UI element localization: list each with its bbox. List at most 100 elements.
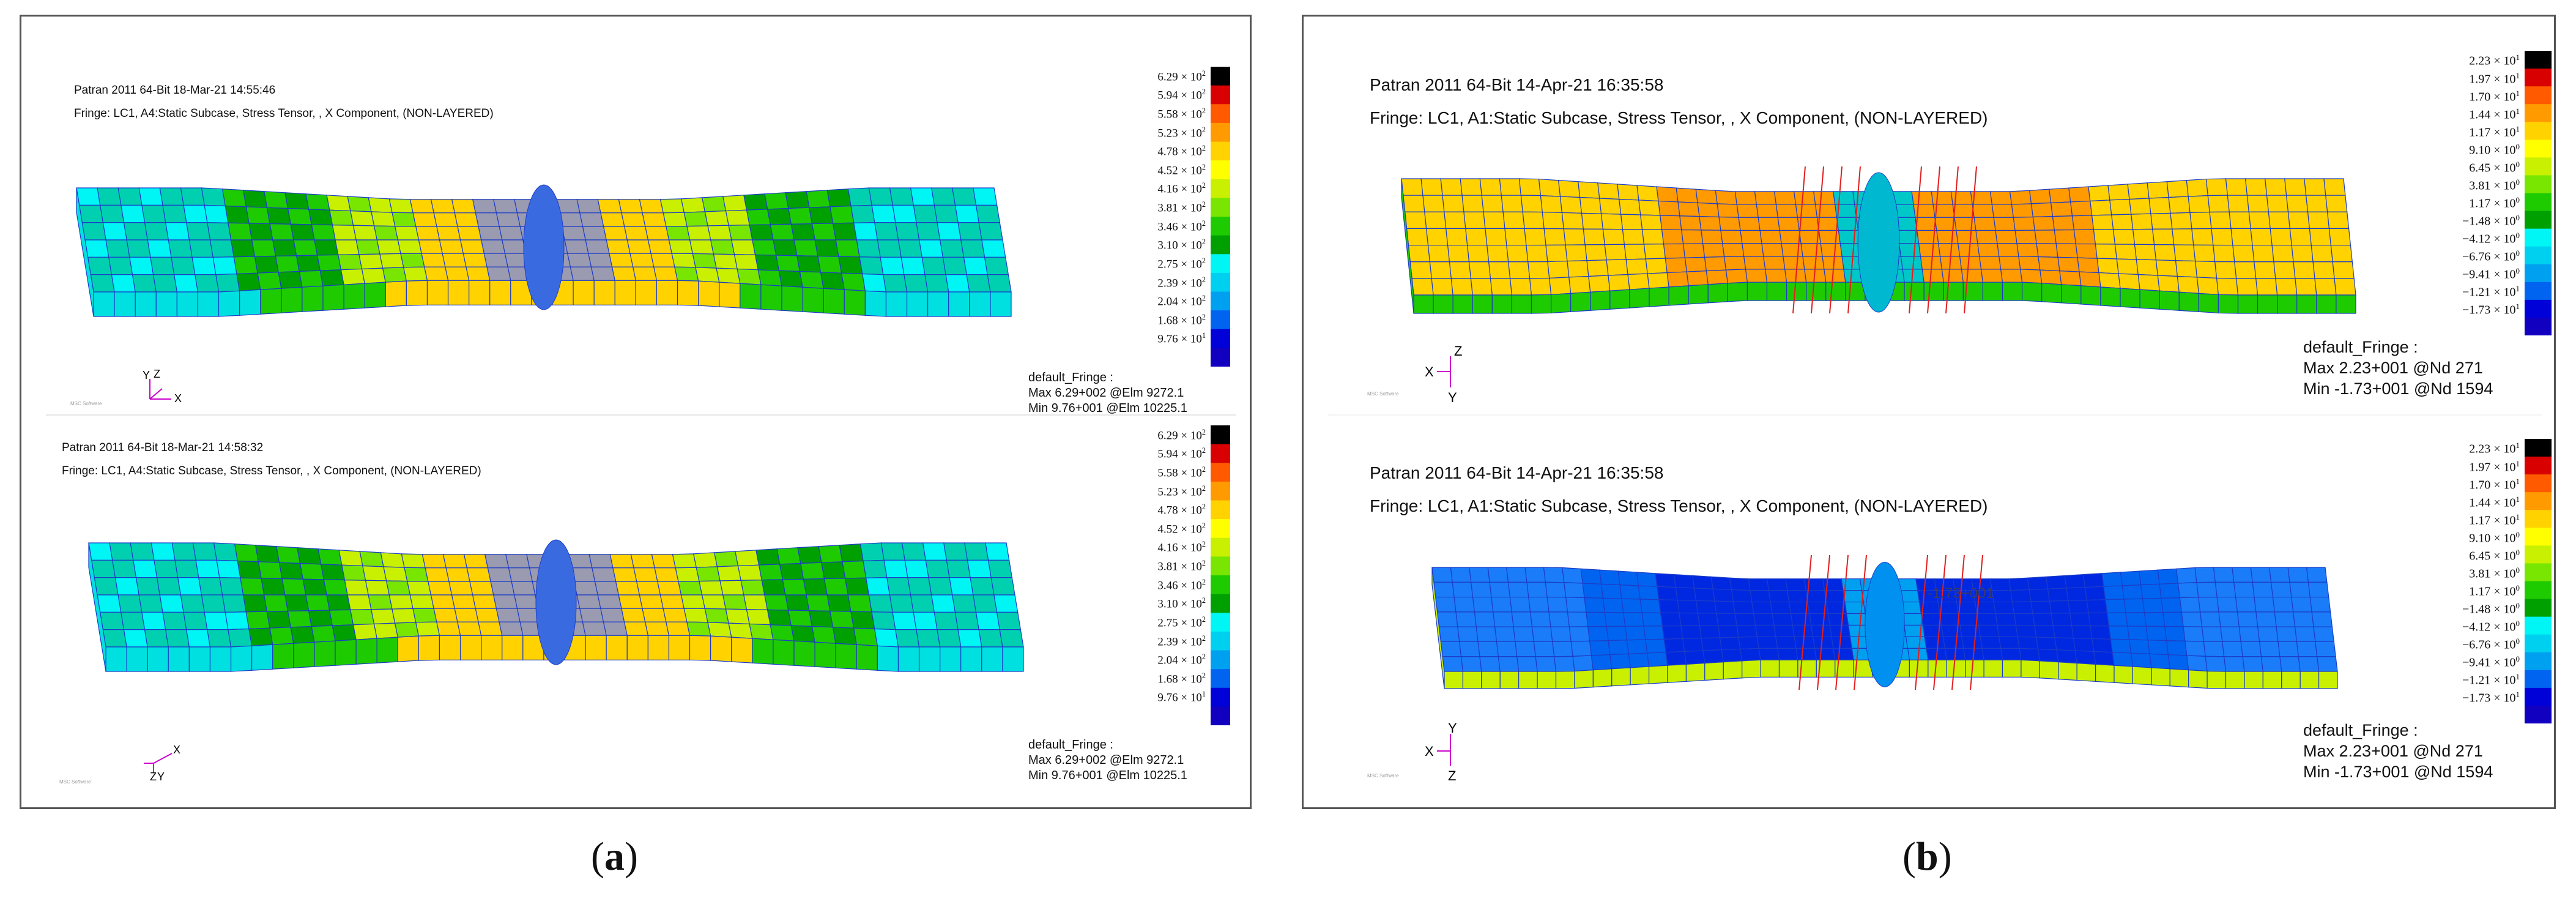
mesh-element	[332, 624, 357, 641]
view-b-top: Patran 2011 64-Bit 14-Apr-21 16:35:58 Fr…	[1304, 17, 2554, 433]
mesh-element	[150, 542, 176, 561]
mesh-element	[442, 253, 467, 267]
mesh-element	[316, 254, 342, 271]
mesh-element	[764, 594, 789, 611]
mesh-element	[88, 542, 113, 561]
mesh-element	[2196, 581, 2218, 598]
legend-swatch	[1211, 556, 1230, 576]
mesh-element	[284, 594, 310, 612]
mesh-element	[1608, 274, 1630, 291]
mesh-element	[2096, 258, 2119, 274]
mesh-element	[642, 608, 667, 622]
mesh-element	[680, 594, 706, 609]
mesh-element	[102, 629, 127, 648]
mesh-element	[90, 274, 115, 293]
summary-min: Min -1.73+001 @Nd 1594	[2303, 379, 2493, 398]
mesh-element	[746, 209, 771, 226]
mesh-element	[1976, 613, 1998, 626]
mesh-element	[1679, 612, 1700, 627]
mesh-element	[1446, 228, 1468, 246]
mesh-element	[255, 545, 280, 563]
mesh-element	[2213, 244, 2235, 263]
model-annotation: -1.73+001	[1928, 585, 1994, 602]
mesh-element	[1714, 600, 1735, 614]
mesh-element	[2240, 641, 2262, 657]
mesh-element	[561, 226, 586, 241]
mesh-element	[2175, 567, 2197, 584]
mesh-element	[2038, 256, 2060, 272]
mesh-element	[2166, 180, 2189, 198]
mesh-element	[2076, 662, 2096, 682]
mesh-element	[1513, 626, 1535, 643]
mesh-element	[388, 594, 414, 610]
mesh-element	[2269, 567, 2290, 583]
mesh-element	[582, 621, 607, 636]
mesh-element	[1617, 570, 1639, 586]
mesh-element	[826, 594, 852, 612]
mesh-element	[195, 559, 220, 578]
mesh-element	[299, 562, 325, 580]
mesh-element	[1997, 624, 2018, 638]
mesh-element	[1675, 586, 1697, 601]
view-header: Patran 2011 64-Bit 14-Apr-21 16:35:58	[1370, 75, 1664, 94]
mesh-element	[1531, 294, 1552, 314]
mesh-element	[1561, 212, 1584, 230]
mesh-element	[672, 553, 697, 569]
mesh-element	[78, 204, 104, 223]
mesh-element	[305, 594, 330, 611]
mesh-body	[88, 539, 1024, 672]
mesh-element	[1479, 656, 1501, 672]
legend-swatch	[2525, 510, 2552, 528]
mesh-element	[830, 610, 855, 629]
legend-swatch	[1211, 179, 1230, 198]
mesh-element	[454, 608, 479, 622]
mesh-element	[2309, 596, 2331, 613]
mesh-element	[397, 635, 419, 662]
mesh-element	[400, 253, 425, 268]
mesh-element	[1952, 204, 1975, 218]
mesh-element	[659, 594, 685, 609]
load-marker	[1798, 555, 1812, 690]
mesh-element	[2317, 656, 2338, 672]
mesh-element	[2030, 202, 2054, 218]
fringe-summary: default_Fringe : Max 2.23+001 @Nd 271 Mi…	[2303, 720, 2493, 782]
mesh-element	[218, 290, 240, 317]
mesh-element	[1716, 613, 1737, 626]
mesh-element	[186, 222, 211, 241]
legend-tick-label: 1.17 × 100	[2469, 583, 2520, 599]
mesh-element	[746, 609, 771, 626]
mesh-element	[1477, 641, 1499, 657]
mesh-element	[1911, 191, 1934, 205]
mesh-element	[2285, 195, 2309, 212]
mesh-element	[442, 554, 468, 569]
mesh-element	[773, 639, 795, 666]
mesh-element	[564, 239, 589, 254]
mesh-element	[117, 594, 143, 613]
mesh-element	[2061, 284, 2082, 305]
mesh-element	[1602, 228, 1625, 245]
mesh-element	[368, 594, 393, 610]
mesh-element	[960, 239, 985, 258]
mesh-element	[261, 578, 286, 596]
mesh-element	[946, 559, 971, 578]
mesh-element	[1751, 601, 1773, 614]
mesh-element	[1549, 277, 1572, 296]
mesh-element	[847, 594, 872, 613]
legend-tick-label: 1.70 × 101	[2469, 88, 2520, 104]
legend-swatch	[2525, 528, 2552, 546]
mesh-element	[570, 266, 595, 281]
mesh-element	[1624, 626, 1646, 641]
mesh-element	[293, 641, 315, 668]
mesh-element	[502, 635, 524, 660]
mesh-element	[1701, 637, 1723, 651]
mesh-element	[1721, 648, 1743, 663]
mesh-element	[806, 594, 831, 612]
mesh-element	[1973, 217, 1996, 231]
mesh-element	[2235, 596, 2257, 613]
mesh-element	[651, 554, 676, 569]
mesh-element	[2157, 568, 2179, 585]
mesh-element	[1682, 638, 1704, 652]
mesh-element	[204, 611, 229, 630]
mesh-element	[2250, 567, 2272, 583]
mesh-element	[588, 253, 613, 267]
